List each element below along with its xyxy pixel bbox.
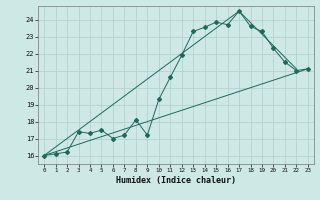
X-axis label: Humidex (Indice chaleur): Humidex (Indice chaleur) [116, 176, 236, 185]
